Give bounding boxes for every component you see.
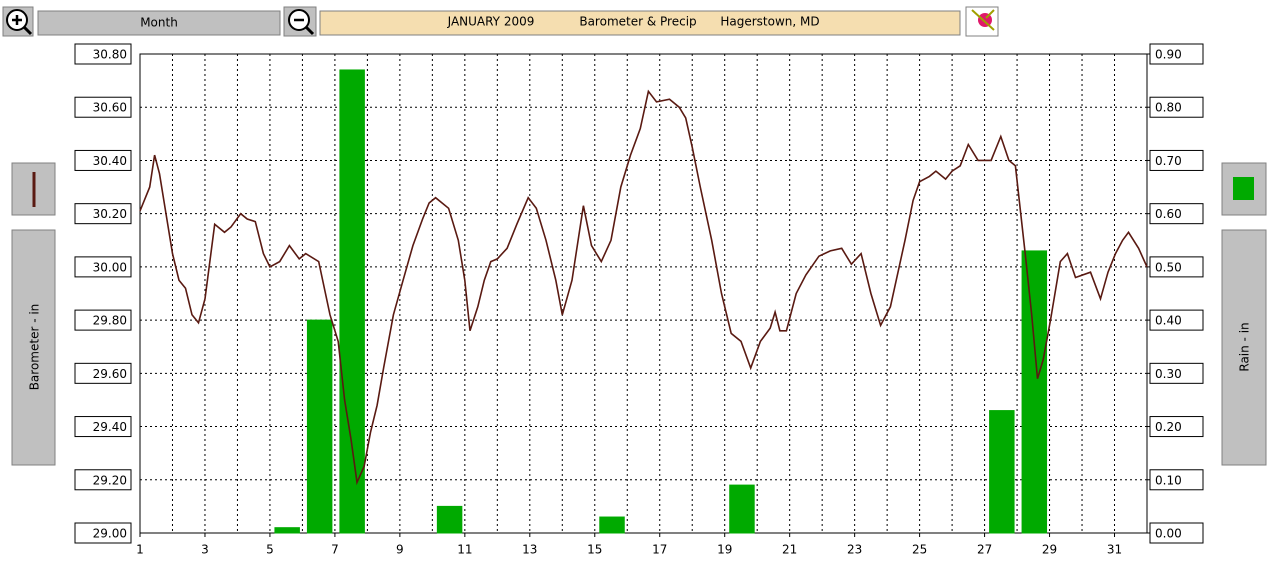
button-face — [37, 10, 281, 36]
y-tick-label: 29.40 — [93, 420, 127, 434]
y-tick-label: 29.60 — [93, 367, 127, 381]
x-tick-label: 23 — [847, 543, 862, 557]
range-label: Month — [140, 16, 178, 30]
y2-tick-label: 0.90 — [1155, 48, 1182, 62]
x-tick-label: 5 — [266, 543, 274, 557]
bar — [306, 319, 333, 534]
y-tick-label: 30.80 — [93, 48, 127, 62]
line-legend-button[interactable] — [11, 162, 56, 216]
y-tick-box — [74, 309, 132, 331]
y-tick-label: 29.00 — [93, 527, 127, 541]
y2-tick-label: 0.00 — [1155, 527, 1182, 541]
y-tick-label: 30.20 — [93, 207, 127, 221]
bar — [436, 505, 463, 534]
y-tick-box — [74, 203, 132, 225]
x-tick-label: 19 — [717, 543, 732, 557]
x-tick-label: 27 — [977, 543, 992, 557]
y2-tick-label: 0.60 — [1155, 207, 1182, 221]
y2-tick-label: 0.20 — [1155, 420, 1182, 434]
zoom-in-button[interactable] — [2, 6, 34, 37]
x-tick-label: 31 — [1107, 543, 1122, 557]
bar — [339, 69, 365, 534]
y2-tick-box — [1149, 416, 1204, 438]
y2-tick-box — [1149, 96, 1204, 118]
bar — [274, 527, 300, 534]
options-button[interactable] — [965, 6, 999, 37]
y2-tick-label: 0.30 — [1155, 367, 1182, 381]
y-axis-label: Barometer - in — [28, 304, 42, 391]
y-tick-box — [74, 522, 132, 544]
button-face — [11, 229, 56, 466]
zoom-out-button[interactable] — [283, 6, 317, 37]
title-date: JANUARY 2009 — [447, 15, 535, 29]
y-tick-label: 29.20 — [93, 473, 127, 487]
y-tick-box — [74, 43, 132, 65]
x-tick-label: 17 — [652, 543, 667, 557]
y-tick-box — [74, 416, 132, 438]
y2-tick-box — [1149, 522, 1204, 544]
range-button[interactable]: Month — [37, 10, 281, 36]
title-location: Hagerstown, MD — [720, 15, 819, 29]
y2-axis-label: Rain - in — [1238, 322, 1252, 371]
x-tick-label: 29 — [1042, 543, 1057, 557]
y-tick-box — [74, 149, 132, 171]
x-tick-label: 1 — [136, 543, 144, 557]
button-face — [1221, 229, 1267, 466]
x-tick-label: 21 — [782, 543, 797, 557]
y-tick-label: 30.00 — [93, 260, 127, 274]
bar — [989, 410, 1015, 534]
x-tick-label: 15 — [587, 543, 602, 557]
title-bar — [319, 10, 961, 36]
x-tick-label: 3 — [201, 543, 209, 557]
handle — [22, 25, 33, 36]
x-tick-label: 11 — [457, 543, 472, 557]
bar — [729, 484, 755, 534]
y2-tick-box — [1149, 43, 1204, 65]
y-tick-label: 30.60 — [93, 101, 127, 115]
x-tick-label: 7 — [331, 543, 339, 557]
y2-tick-box — [1149, 469, 1204, 491]
y2-tick-label: 0.80 — [1155, 101, 1182, 115]
y2-tick-label: 0.10 — [1155, 473, 1182, 487]
y2-tick-box — [1149, 203, 1204, 225]
y-tick-box — [74, 362, 132, 384]
bar — [1021, 250, 1048, 534]
x-tick-label: 13 — [522, 543, 537, 557]
options-icon-lines — [971, 9, 995, 31]
y-tick-box — [74, 96, 132, 118]
bar — [599, 516, 625, 534]
y-tick-label: 30.40 — [93, 154, 127, 168]
x-tick-label: 9 — [396, 543, 404, 557]
y2-tick-label: 0.50 — [1155, 260, 1182, 274]
bar-legend-swatch — [1233, 177, 1254, 200]
y-tick-box — [74, 469, 132, 491]
y2-tick-box — [1149, 149, 1204, 171]
y2-tick-label: 0.40 — [1155, 314, 1182, 328]
handle — [304, 25, 315, 36]
barometer-line — [139, 89, 1148, 486]
y2-axis-button[interactable]: Rain - in — [1221, 229, 1267, 466]
plus-sign — [12, 15, 22, 25]
y2-tick-box — [1149, 256, 1204, 278]
y2-tick-box — [1149, 362, 1204, 384]
y-axis-button[interactable]: Barometer - in — [11, 229, 56, 466]
y-tick-box — [74, 256, 132, 278]
y2-tick-label: 0.70 — [1155, 154, 1182, 168]
x-tick-label: 25 — [912, 543, 927, 557]
title-chart: Barometer & Precip — [579, 15, 696, 29]
y2-tick-box — [1149, 309, 1204, 331]
bar-legend-button[interactable] — [1221, 162, 1267, 216]
y-tick-label: 29.80 — [93, 314, 127, 328]
